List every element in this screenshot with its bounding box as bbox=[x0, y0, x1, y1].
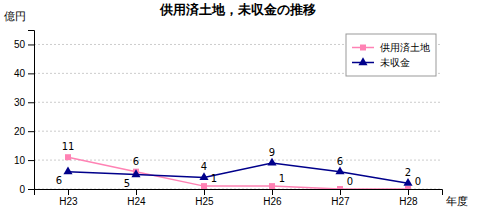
y-tick-mark bbox=[28, 73, 34, 74]
data-labels: 1166541916020 bbox=[56, 141, 421, 188]
x-tick: H23 bbox=[59, 189, 78, 207]
data-label: 5 bbox=[124, 178, 130, 189]
legend-label: 未収金 bbox=[380, 57, 410, 68]
legend-swatch-marker bbox=[358, 57, 367, 65]
series-line bbox=[68, 163, 408, 183]
y-axis-title: 億円 bbox=[4, 10, 26, 23]
y-tick-label: 10 bbox=[14, 155, 26, 166]
x-tick: H25 bbox=[195, 189, 214, 207]
plot: 01020304050H23H24H25H26H27H2811665419160… bbox=[14, 31, 443, 208]
x-tick-mark bbox=[340, 189, 341, 195]
marks bbox=[63, 154, 412, 189]
x-tick-mark bbox=[272, 189, 273, 195]
x-tick-label: H24 bbox=[127, 196, 146, 207]
x-tick-mark bbox=[204, 189, 205, 195]
y-tick-label: 50 bbox=[14, 39, 26, 50]
y-axis-line bbox=[28, 31, 35, 190]
y-tick-mark bbox=[28, 44, 34, 45]
series-point bbox=[337, 186, 343, 189]
y-tick: 0 bbox=[19, 184, 34, 195]
data-label: 4 bbox=[201, 161, 207, 172]
x-tick-label: H28 bbox=[399, 196, 418, 207]
y-tick: 50 bbox=[14, 39, 34, 50]
legend-box bbox=[346, 34, 436, 76]
x-tick: H28 bbox=[399, 189, 418, 207]
y-tick-mark bbox=[28, 131, 34, 132]
chart: 01020304050H23H24H25H26H27H2811665419160… bbox=[0, 0, 480, 211]
legend: 供用済土地未収金 bbox=[346, 34, 436, 76]
x-tick-mark bbox=[68, 189, 69, 195]
y-tick-mark bbox=[28, 160, 34, 161]
y-tick-mark bbox=[28, 102, 34, 103]
series-point bbox=[335, 166, 344, 174]
data-label: 1 bbox=[279, 173, 285, 184]
series-point bbox=[405, 186, 411, 189]
data-label: 0 bbox=[415, 176, 421, 187]
legend-label: 供用済土地 bbox=[380, 42, 430, 53]
x-tick: H27 bbox=[331, 189, 350, 207]
y-tick-label: 0 bbox=[19, 184, 25, 195]
x-tick-label: H27 bbox=[331, 196, 350, 207]
data-label: 9 bbox=[269, 147, 275, 158]
series bbox=[63, 158, 412, 186]
series-line bbox=[68, 157, 408, 189]
data-label: 6 bbox=[56, 175, 62, 186]
series-point bbox=[131, 169, 140, 177]
series-point bbox=[403, 178, 412, 186]
y-tick-label: 20 bbox=[14, 126, 26, 137]
data-label: 0 bbox=[347, 176, 353, 187]
series bbox=[65, 154, 411, 189]
data-label: 6 bbox=[337, 156, 343, 167]
title: 供用済土地，未収金の推移 bbox=[159, 2, 316, 17]
data-label: 2 bbox=[405, 167, 411, 178]
legend-item: 未収金 bbox=[352, 57, 410, 68]
x-tick-label: H26 bbox=[263, 196, 282, 207]
y-tick-mark bbox=[28, 189, 34, 190]
y-axis: 0 10 20 30 40 50 bbox=[14, 31, 35, 195]
legend-item: 供用済土地 bbox=[352, 42, 430, 53]
x-axis-line bbox=[35, 190, 443, 196]
grid bbox=[34, 44, 442, 189]
series-point bbox=[199, 172, 208, 180]
series-point bbox=[201, 183, 207, 189]
legend-swatch-marker bbox=[360, 45, 366, 51]
x-tick: H26 bbox=[263, 189, 282, 207]
data-label: 6 bbox=[133, 156, 139, 167]
data-label: 11 bbox=[62, 141, 75, 152]
grid-line bbox=[34, 160, 442, 161]
y-tick: 20 bbox=[14, 126, 34, 137]
y-tick-label: 30 bbox=[14, 97, 26, 108]
y-tick: 40 bbox=[14, 68, 34, 79]
x-axis-title: 年度 bbox=[446, 195, 468, 208]
grid-line bbox=[34, 131, 442, 132]
x-axis: H23 H24 H25 H26 H27 H28 bbox=[35, 189, 443, 207]
x-tick-label: H25 bbox=[195, 196, 214, 207]
y-tick: 10 bbox=[14, 155, 34, 166]
x-tick-label: H23 bbox=[59, 196, 78, 207]
y-tick: 30 bbox=[14, 97, 34, 108]
x-tick-mark bbox=[408, 189, 409, 195]
series-point bbox=[63, 166, 72, 174]
series-point bbox=[65, 154, 71, 160]
x-tick-mark bbox=[136, 189, 137, 195]
x-tick: H24 bbox=[127, 189, 146, 207]
grid-line bbox=[34, 102, 442, 103]
data-label: 1 bbox=[211, 173, 217, 184]
series-point bbox=[267, 158, 276, 166]
series-point bbox=[269, 183, 275, 189]
y-tick-label: 40 bbox=[14, 68, 26, 79]
